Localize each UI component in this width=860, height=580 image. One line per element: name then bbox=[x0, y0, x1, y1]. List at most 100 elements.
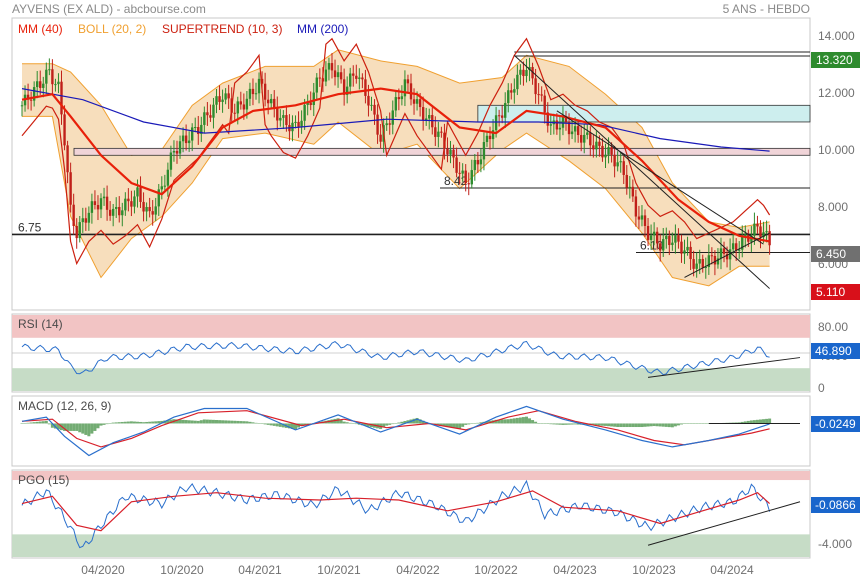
chart-title: AYVENS (EX ALD) - abcbourse.com bbox=[12, 2, 206, 16]
macd-histogram-bar bbox=[215, 420, 218, 424]
candle-body bbox=[440, 131, 443, 133]
candle-body bbox=[352, 73, 355, 76]
macd-histogram-bar bbox=[56, 423, 60, 430]
candle-body bbox=[716, 258, 720, 265]
x-tick: 04/2024 bbox=[710, 563, 754, 577]
macd-histogram-bar bbox=[518, 417, 522, 424]
macd-title: MACD (12, 26, 9) bbox=[18, 399, 111, 413]
macd-histogram-bar bbox=[108, 423, 112, 424]
candle-body bbox=[583, 134, 586, 143]
macd-histogram-bar bbox=[631, 423, 635, 428]
price-y-tick: 14.000 bbox=[818, 29, 855, 43]
candle-body bbox=[461, 170, 464, 174]
candle-body bbox=[595, 141, 598, 150]
price-layer: 6.758.426.10 bbox=[12, 37, 811, 289]
macd-histogram-bar bbox=[257, 423, 261, 424]
candle-body bbox=[744, 234, 747, 237]
level-label: 6.75 bbox=[18, 220, 42, 234]
candle-body bbox=[121, 210, 124, 216]
x-tick: 04/2023 bbox=[553, 563, 597, 577]
macd-histogram-bar bbox=[521, 417, 525, 424]
candle-body bbox=[467, 183, 470, 185]
tag-last-label: 6.450 bbox=[816, 247, 846, 261]
macd-histogram-bar bbox=[740, 421, 744, 424]
candle-body bbox=[543, 95, 546, 113]
rsi-value-tag: 46.890 bbox=[811, 343, 860, 359]
candle-body bbox=[254, 93, 258, 95]
candle-body bbox=[197, 127, 200, 135]
macd-histogram-bar bbox=[628, 423, 632, 428]
candle-body bbox=[136, 187, 139, 197]
macd-histogram-bar bbox=[567, 423, 571, 425]
macd-histogram-bar bbox=[403, 421, 407, 424]
macd-histogram-bar bbox=[239, 421, 243, 424]
tag-high-label: 13.320 bbox=[816, 53, 853, 67]
macd-histogram-bar bbox=[32, 422, 36, 424]
candle-body bbox=[616, 162, 619, 167]
candle-body bbox=[634, 196, 638, 217]
macd-histogram-bar bbox=[597, 423, 601, 426]
macd-histogram-bar bbox=[758, 419, 762, 424]
candle-body bbox=[409, 83, 413, 100]
candle-body bbox=[20, 105, 24, 107]
candle-body bbox=[631, 186, 635, 197]
candle-body bbox=[759, 226, 762, 238]
candle-body bbox=[282, 115, 285, 118]
tag-low: 5.110 bbox=[811, 284, 860, 300]
macd-histogram-bar bbox=[640, 423, 644, 428]
candle-body bbox=[324, 69, 328, 82]
macd-histogram-bar bbox=[768, 418, 772, 424]
macd-histogram-bar bbox=[245, 421, 249, 424]
candle-body bbox=[45, 69, 48, 84]
candle-body bbox=[510, 90, 513, 93]
macd-signal-line bbox=[21, 410, 770, 448]
macd-histogram-bar bbox=[102, 423, 106, 425]
macd-histogram-bar bbox=[72, 423, 76, 431]
candle-body bbox=[652, 231, 656, 236]
candle-body bbox=[573, 126, 577, 132]
price-y-tick: 12.000 bbox=[818, 86, 855, 100]
candle-body bbox=[470, 170, 473, 185]
candle-body bbox=[84, 218, 88, 223]
legend-ma200: MM (200) bbox=[297, 22, 348, 36]
candle-body bbox=[695, 263, 698, 269]
candle-body bbox=[731, 243, 735, 250]
macd-histogram-bar bbox=[208, 419, 212, 424]
candle-body bbox=[190, 127, 194, 141]
downtrend-line bbox=[513, 54, 770, 289]
macd-histogram-bar bbox=[342, 421, 346, 424]
candle-body bbox=[443, 132, 446, 149]
macd-histogram-bar bbox=[531, 420, 535, 424]
pgo-overbought-zone bbox=[12, 471, 810, 481]
macd-histogram-bar bbox=[695, 423, 699, 424]
downtrend-line bbox=[556, 110, 764, 245]
macd-histogram-bar bbox=[157, 421, 161, 424]
legend-supertrend: SUPERTREND (10, 3) bbox=[162, 22, 282, 36]
macd-histogram-bar bbox=[251, 422, 255, 424]
macd-histogram-bar bbox=[96, 423, 100, 429]
candle-body bbox=[549, 124, 552, 126]
macd-histogram-bar bbox=[765, 418, 769, 424]
candle-body bbox=[318, 77, 322, 79]
macd-histogram-bar bbox=[69, 423, 73, 431]
macd-histogram-bar bbox=[178, 419, 182, 424]
macd-histogram-bar bbox=[254, 422, 258, 424]
macd-histogram-bar bbox=[391, 423, 395, 425]
price-legend: MM (40) BOLL (20, 2) SUPERTREND (10, 3) … bbox=[18, 22, 348, 36]
resistance-zone bbox=[477, 104, 811, 123]
candle-body bbox=[428, 115, 431, 119]
candle-body bbox=[309, 102, 312, 106]
candle-body bbox=[361, 77, 364, 80]
candle-body bbox=[233, 112, 236, 114]
candle-body bbox=[75, 225, 78, 239]
candle-body bbox=[622, 161, 625, 175]
candle-body bbox=[586, 132, 589, 135]
macd-histogram-bar bbox=[44, 420, 48, 424]
supertrend-line bbox=[21, 37, 771, 266]
candle-body bbox=[330, 63, 334, 71]
legend-ma40: MM (40) bbox=[18, 22, 63, 36]
macd-histogram-bar bbox=[543, 423, 547, 424]
macd-histogram-bar bbox=[670, 423, 674, 428]
macd-histogram-bar bbox=[169, 419, 173, 424]
